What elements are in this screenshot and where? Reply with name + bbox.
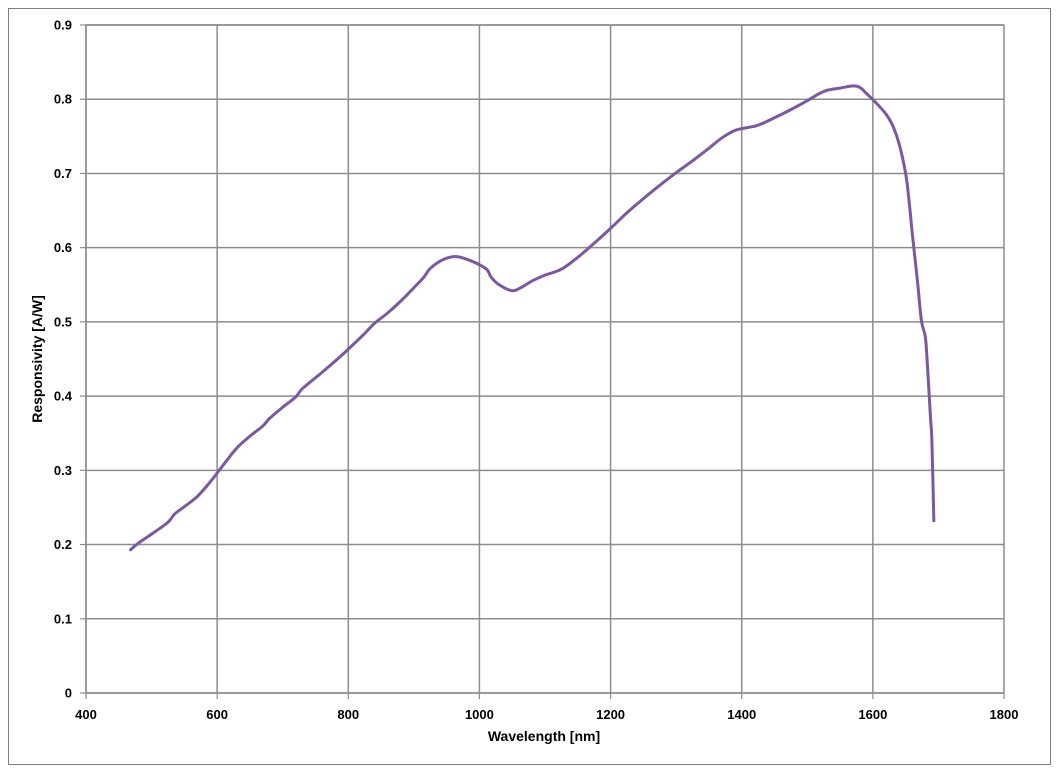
- data-series: [129, 84, 936, 552]
- y-tick-label: 0.4: [54, 389, 73, 404]
- chart-outer-frame: [8, 8, 1051, 765]
- responsivity-series-line: [129, 84, 936, 552]
- x-tick-label: 400: [75, 707, 97, 722]
- x-tick-label: 1600: [858, 707, 887, 722]
- gridlines: [86, 24, 1004, 693]
- x-tick-label: 1800: [990, 707, 1019, 722]
- x-axis-title: Wavelength [nm]: [488, 728, 600, 744]
- y-tick-label: 0.6: [54, 240, 72, 255]
- y-tick-label: 0.1: [54, 611, 72, 626]
- axes: [80, 24, 1005, 699]
- y-tick-label: 0.9: [54, 18, 72, 33]
- x-tick-label: 600: [206, 707, 228, 722]
- x-tick-label: 1200: [596, 707, 625, 722]
- y-tick-label: 0.7: [54, 166, 72, 181]
- x-tick-label: 1400: [727, 707, 756, 722]
- y-tick-label: 0.2: [54, 537, 72, 552]
- y-tick-labels: 0 0.1 0.2 0.3 0.4 0.5 0.6 0.7 0.8 0.9: [54, 18, 73, 701]
- y-axis-title: Responsivity [A/W]: [29, 295, 45, 423]
- x-tick-label: 800: [337, 707, 359, 722]
- x-tick-labels: 400 600 800 1000 1200 1400 1600 1800: [75, 707, 1018, 722]
- y-tick-label: 0.8: [54, 92, 72, 107]
- y-tick-label: 0.5: [54, 314, 72, 329]
- x-tick-label: 1000: [465, 707, 494, 722]
- y-tick-label: 0: [65, 686, 72, 701]
- y-tick-label: 0.3: [54, 463, 72, 478]
